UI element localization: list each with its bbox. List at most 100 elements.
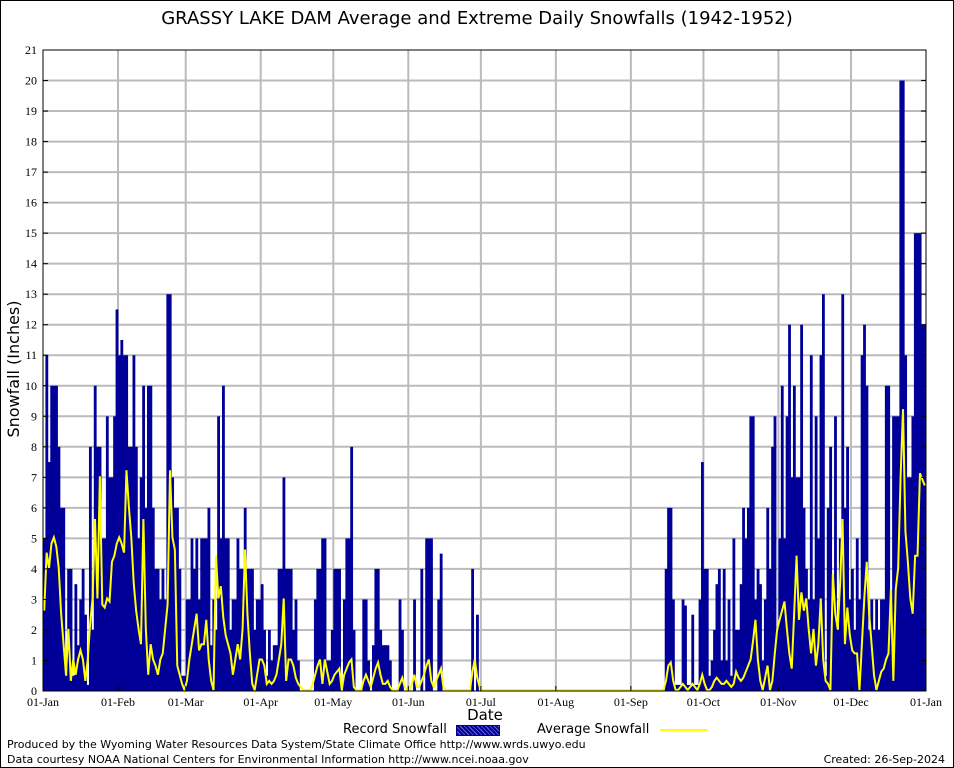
record-bar bbox=[159, 599, 162, 691]
y-tick-label: 19 bbox=[25, 104, 37, 118]
record-bar bbox=[134, 446, 138, 691]
record-bar bbox=[918, 233, 922, 691]
legend-record-swatch bbox=[456, 725, 500, 736]
record-bar bbox=[875, 599, 879, 691]
record-bar bbox=[258, 599, 262, 691]
footer-data-courtesy: Data courtesy NOAA National Centers for … bbox=[7, 753, 529, 766]
record-bar bbox=[754, 599, 758, 691]
record-bar bbox=[149, 385, 153, 691]
record-bar bbox=[219, 538, 223, 691]
record-bar bbox=[821, 294, 825, 691]
record-bar bbox=[260, 584, 264, 691]
x-tick-label: 01-Apr bbox=[243, 695, 278, 709]
record-bar bbox=[708, 675, 712, 691]
record-bar bbox=[669, 507, 673, 691]
y-tick-label: 4 bbox=[31, 562, 37, 576]
record-bar bbox=[759, 584, 762, 691]
record-bar bbox=[863, 324, 866, 691]
record-bar bbox=[178, 568, 182, 691]
record-bar bbox=[101, 538, 104, 691]
record-bar bbox=[398, 599, 402, 691]
x-tick-label: 01-Aug bbox=[538, 695, 575, 709]
record-bar bbox=[737, 629, 741, 691]
record-bar bbox=[207, 507, 211, 691]
record-bar bbox=[127, 446, 131, 691]
record-bar bbox=[282, 477, 286, 691]
y-tick-label: 14 bbox=[25, 257, 37, 271]
record-bar bbox=[831, 599, 835, 691]
record-bar bbox=[797, 477, 801, 691]
record-bar bbox=[156, 568, 160, 691]
record-bar bbox=[730, 675, 733, 691]
record-bar bbox=[289, 568, 293, 691]
record-bar bbox=[163, 599, 167, 691]
record-bar bbox=[47, 462, 51, 691]
record-bar bbox=[176, 507, 179, 691]
record-bar bbox=[826, 507, 830, 691]
record-bar bbox=[766, 507, 770, 691]
y-tick-label: 9 bbox=[31, 409, 37, 423]
record-bar bbox=[824, 675, 828, 691]
record-bar bbox=[231, 599, 235, 691]
record-bar bbox=[855, 538, 859, 691]
record-bar bbox=[814, 416, 818, 691]
record-bar bbox=[270, 660, 274, 691]
record-bar bbox=[691, 614, 695, 691]
record-bar bbox=[347, 538, 351, 691]
legend-average-label: Average Snowfall bbox=[537, 722, 650, 737]
record-bar bbox=[701, 462, 704, 691]
y-tick-label: 18 bbox=[25, 135, 37, 149]
y-tick-label: 15 bbox=[25, 226, 37, 240]
y-tick-label: 10 bbox=[25, 379, 37, 393]
record-bar bbox=[732, 538, 736, 691]
record-bar bbox=[802, 507, 806, 691]
record-bar bbox=[330, 629, 334, 691]
record-bar bbox=[171, 477, 175, 691]
record-bar bbox=[734, 629, 738, 691]
record-bar bbox=[367, 660, 370, 691]
record-bar bbox=[676, 684, 680, 691]
record-bar bbox=[681, 599, 685, 691]
record-bar bbox=[720, 660, 724, 691]
record-bar bbox=[829, 446, 833, 691]
record-bar bbox=[834, 416, 837, 691]
record-bar bbox=[50, 385, 54, 691]
record-bar bbox=[686, 684, 690, 691]
record-bar bbox=[333, 568, 337, 691]
record-bar bbox=[84, 614, 87, 691]
record-bar bbox=[858, 599, 862, 691]
legend-average-swatch bbox=[660, 729, 707, 731]
record-bar bbox=[236, 538, 240, 691]
record-bar bbox=[742, 507, 745, 691]
record-bar bbox=[860, 355, 864, 691]
record-bar bbox=[335, 568, 339, 691]
record-bar bbox=[72, 675, 75, 691]
record-bar bbox=[865, 385, 869, 691]
y-tick-label: 20 bbox=[25, 74, 37, 88]
record-bar bbox=[352, 629, 356, 691]
record-bar bbox=[848, 599, 852, 691]
record-bar bbox=[185, 599, 189, 691]
record-bar bbox=[684, 605, 687, 691]
record-bar bbox=[838, 538, 842, 691]
record-bar bbox=[427, 538, 431, 691]
footer-produced-by: Produced by the Wyoming Water Resources … bbox=[7, 738, 586, 751]
record-bar bbox=[761, 660, 765, 691]
record-bar bbox=[115, 309, 119, 691]
x-tick-label: 01-Nov bbox=[760, 695, 797, 709]
record-bar bbox=[253, 629, 257, 691]
record-bar bbox=[362, 599, 366, 691]
record-bar bbox=[725, 660, 729, 691]
record-bar bbox=[263, 629, 266, 691]
record-bar bbox=[91, 629, 95, 691]
record-bar bbox=[715, 584, 719, 691]
record-bar bbox=[130, 446, 133, 691]
record-bar bbox=[234, 599, 237, 691]
record-bar bbox=[64, 675, 68, 691]
record-bar bbox=[272, 645, 276, 691]
y-tick-label: 21 bbox=[25, 43, 37, 57]
record-bar bbox=[166, 294, 170, 691]
record-bar bbox=[744, 538, 748, 691]
record-bar bbox=[705, 568, 709, 691]
chart-title: GRASSY LAKE DAM Average and Extreme Dail… bbox=[161, 8, 793, 29]
